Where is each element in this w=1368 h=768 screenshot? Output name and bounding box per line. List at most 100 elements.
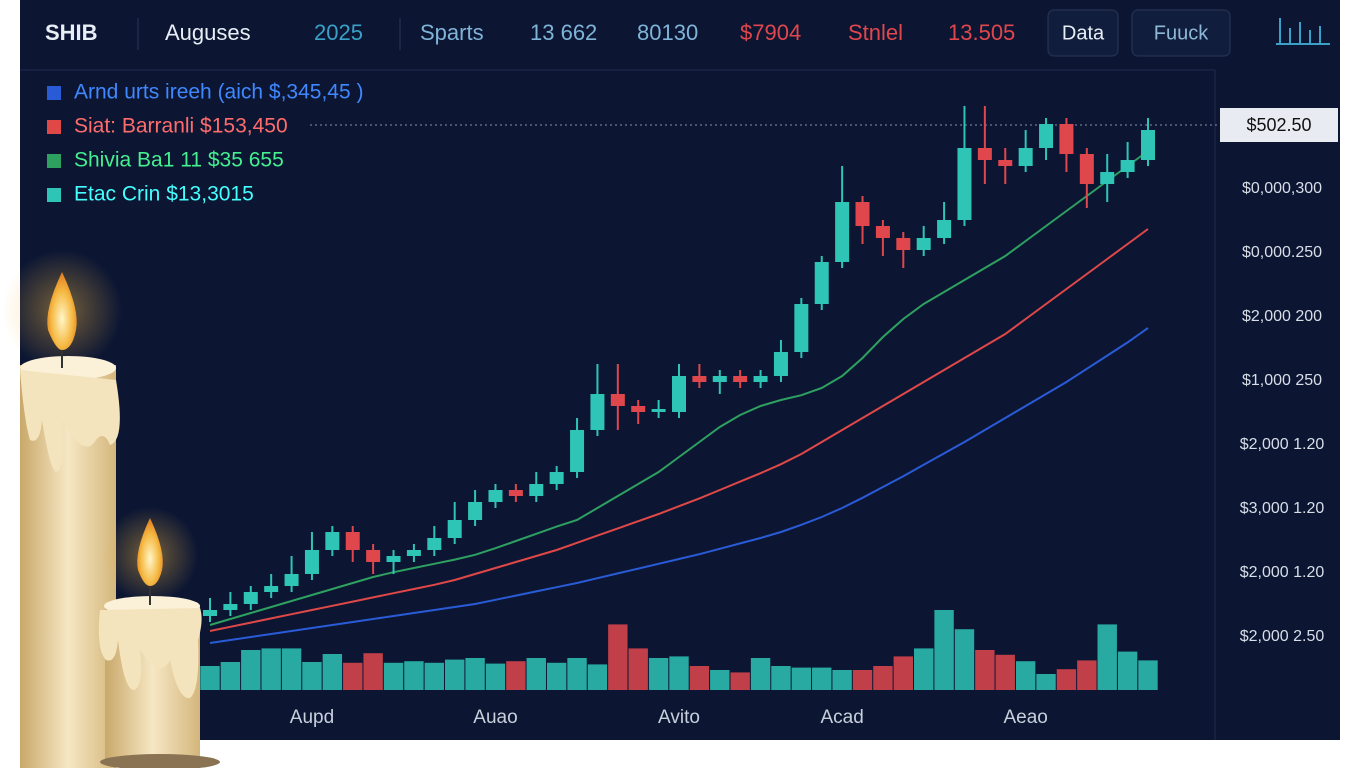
candle-body	[590, 394, 605, 430]
candle-body	[427, 538, 442, 550]
plot: Aupd Auao Avito Acad Aeao Arnd urts ireeh (ai…	[47, 81, 1158, 728]
candle-body	[366, 550, 381, 562]
volume-bar	[363, 653, 383, 690]
volume-bar	[485, 663, 506, 690]
candle-body	[712, 376, 727, 382]
volume-bar	[302, 662, 322, 690]
volume-bar	[771, 666, 791, 690]
candle-body	[1039, 124, 1054, 148]
fuuck-button-label[interactable]: Fuuck	[1154, 22, 1209, 44]
volume-bar	[812, 667, 832, 690]
flame	[137, 518, 163, 586]
moving-average-line	[209, 150, 1149, 626]
volume-bar	[954, 629, 975, 690]
volume-bar	[648, 658, 669, 690]
candle-body	[855, 202, 870, 226]
x-tick-label: Auao	[473, 707, 517, 728]
volume-bar	[281, 648, 302, 690]
y-axis-label: $0,000.250	[1242, 244, 1322, 261]
volume-bar	[914, 648, 934, 690]
volume-bar	[587, 664, 608, 690]
candle-body	[203, 610, 217, 616]
volume-bar	[873, 666, 893, 690]
y-axis-label: $2,000 1.20	[1240, 564, 1325, 581]
volume-bar	[975, 650, 995, 690]
candle-body	[549, 472, 564, 484]
volume-bar	[1077, 660, 1097, 690]
candle-body	[672, 376, 686, 412]
candle-base	[100, 754, 220, 768]
volume-bar	[220, 662, 241, 690]
legend-label: Etac Crin $13,3015	[74, 183, 254, 206]
volume-bar	[261, 648, 281, 690]
candle-body	[937, 220, 952, 238]
candle-body	[733, 376, 748, 382]
volume-bar	[1036, 674, 1056, 690]
candle-body	[753, 376, 768, 382]
candle-body	[896, 238, 911, 250]
flame	[47, 272, 77, 350]
candle-body	[223, 604, 238, 610]
candle-body	[651, 409, 666, 412]
chart-icon[interactable]	[1276, 18, 1330, 45]
volume-bar	[730, 672, 750, 690]
candle-body	[406, 550, 421, 556]
candle-body	[508, 490, 523, 496]
volume-bar	[710, 670, 730, 690]
volume-bar	[241, 650, 261, 690]
symbol: SHIB	[45, 20, 98, 45]
candle-body	[447, 520, 462, 538]
x-tick-label: Avito	[658, 707, 700, 728]
candle-body	[243, 592, 258, 604]
volume-bar	[200, 666, 220, 690]
price-tag-label: $502.50	[1246, 115, 1311, 135]
volume-bar	[1117, 651, 1138, 690]
moving-average-line	[209, 228, 1149, 632]
toolbar-item: $7904	[740, 20, 801, 45]
legend-marker	[47, 120, 61, 134]
volume-bar	[526, 658, 546, 690]
legend-label: Arnd urts ireeh (aich $,345,45 )	[74, 81, 364, 104]
volume-bar	[791, 667, 812, 690]
candle-body	[345, 532, 360, 550]
volume-bar	[445, 659, 465, 690]
y-axis-label: $2,000 200	[1242, 308, 1322, 325]
volume-bar	[934, 610, 954, 690]
candle-body	[957, 148, 972, 220]
volume-bar	[343, 662, 363, 690]
candle-body	[1079, 154, 1094, 184]
toolbar-item: Stnlel	[848, 20, 903, 45]
candle-body	[570, 430, 585, 472]
volume-bar	[1015, 661, 1036, 690]
volume-bar	[608, 624, 628, 690]
volume-bar	[669, 656, 689, 690]
drip	[20, 370, 120, 472]
volume-bar	[383, 662, 404, 690]
candle-body	[304, 550, 319, 574]
volume-bar	[322, 654, 343, 690]
volume-bar	[546, 662, 567, 690]
legend-marker	[47, 86, 61, 100]
candle-body	[1018, 148, 1033, 166]
fuuck-button[interactable]	[1131, 9, 1231, 57]
y-axis-label: $2,000 1.20	[1240, 436, 1325, 453]
volume-bar	[995, 654, 1015, 690]
candle-body	[875, 226, 890, 238]
legend-marker	[47, 154, 61, 168]
candle-body	[794, 304, 809, 352]
candle-body	[631, 406, 646, 412]
volume-bar	[506, 661, 526, 690]
volume-bar	[689, 666, 710, 690]
x-tick-label: Acad	[820, 707, 863, 728]
data-button[interactable]	[1047, 9, 1119, 57]
period: Auguses	[165, 20, 251, 45]
candle-body	[977, 148, 992, 160]
data-button-label[interactable]: Data	[1062, 22, 1105, 44]
moving-average-line	[209, 327, 1149, 644]
y-axis-label: $2,000 2.50	[1240, 628, 1325, 645]
candle-body	[610, 394, 625, 406]
legend-marker	[47, 188, 61, 202]
volume-bar	[465, 658, 485, 690]
